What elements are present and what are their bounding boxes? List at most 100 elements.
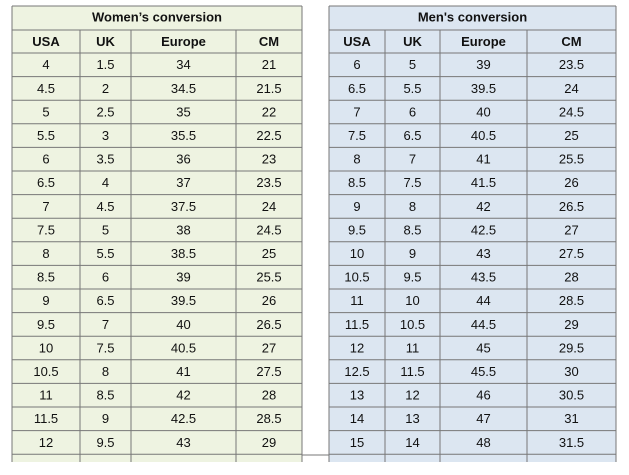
cell: 6 xyxy=(409,104,416,119)
cell: 22.5 xyxy=(256,128,281,143)
cell: 9 xyxy=(42,293,49,308)
cell: 45 xyxy=(476,340,490,355)
cell: 39.5 xyxy=(171,293,196,308)
cell: 6 xyxy=(102,270,109,285)
cell: 27 xyxy=(262,340,276,355)
cell: 29 xyxy=(564,317,578,332)
cell: 1.5 xyxy=(96,57,114,72)
cell: 42 xyxy=(476,199,490,214)
cell: 26 xyxy=(262,293,276,308)
cell: 23 xyxy=(262,152,276,167)
cell: 46 xyxy=(476,388,490,403)
cell: 3 xyxy=(102,128,109,143)
cell: 44.5 xyxy=(471,317,496,332)
cell: 25 xyxy=(262,246,276,261)
cell: 34 xyxy=(176,57,190,72)
cell: 7 xyxy=(102,317,109,332)
cell: 8 xyxy=(409,199,416,214)
cell: 11.5 xyxy=(345,317,369,332)
cell: 29.5 xyxy=(559,340,584,355)
cell: 40 xyxy=(176,317,190,332)
cell: 10.5 xyxy=(344,270,369,285)
cell: 15 xyxy=(350,435,364,450)
cell: 34.5 xyxy=(171,81,196,96)
cell: 12 xyxy=(350,340,364,355)
cell: 30 xyxy=(564,364,578,379)
cell: 24.5 xyxy=(559,104,584,119)
cell: 5.5 xyxy=(96,246,114,261)
cell: 11.5 xyxy=(34,411,58,426)
cell: 9 xyxy=(102,411,109,426)
cell: 5.5 xyxy=(37,128,55,143)
cell: 13 xyxy=(405,411,419,426)
cell: 42.5 xyxy=(471,222,496,237)
cell: 28 xyxy=(564,270,578,285)
cell: 44 xyxy=(476,293,490,308)
cell: 10.5 xyxy=(33,364,58,379)
cell: 6 xyxy=(42,152,49,167)
cell: 35 xyxy=(176,104,190,119)
cell: 29 xyxy=(262,435,276,450)
cell: 37 xyxy=(176,175,190,190)
cell: 7 xyxy=(353,104,360,119)
cell: 23.5 xyxy=(559,57,584,72)
column-header: CM xyxy=(561,34,581,49)
cell: 26.5 xyxy=(559,199,584,214)
cell: 5.5 xyxy=(403,81,421,96)
cell: 22 xyxy=(262,104,276,119)
cell: 40.5 xyxy=(171,340,196,355)
cell: 9 xyxy=(353,199,360,214)
cell: 28.5 xyxy=(256,411,281,426)
cell: 24 xyxy=(564,81,578,96)
cell: 13 xyxy=(350,388,364,403)
cell: 27.5 xyxy=(256,364,281,379)
cell: 27 xyxy=(564,222,578,237)
cell: 41.5 xyxy=(471,175,496,190)
cell: 8.5 xyxy=(96,388,114,403)
cell: 10.5 xyxy=(400,317,425,332)
cell: 14 xyxy=(405,435,419,450)
cell: 8 xyxy=(353,152,360,167)
cell: 4.5 xyxy=(96,199,114,214)
cell: 3.5 xyxy=(96,152,114,167)
cell: 4 xyxy=(42,57,49,72)
cell: 4 xyxy=(102,175,109,190)
cell: 8.5 xyxy=(37,270,55,285)
cell: 11 xyxy=(406,340,420,355)
cell: 11.5 xyxy=(400,364,424,379)
cell: 11 xyxy=(350,293,364,308)
cell: 47 xyxy=(476,411,490,426)
cell: 41 xyxy=(476,152,490,167)
cell: 4.5 xyxy=(37,81,55,96)
table-title: Men's conversion xyxy=(418,9,527,24)
column-header: UK xyxy=(96,34,115,49)
cell: 38 xyxy=(176,222,190,237)
cell: 6.5 xyxy=(348,81,366,96)
cell: 40 xyxy=(476,104,490,119)
cell: 41 xyxy=(176,364,190,379)
cell: 10 xyxy=(350,246,364,261)
cell: 9 xyxy=(409,246,416,261)
cell: 43 xyxy=(176,435,190,450)
cell: 5 xyxy=(42,104,49,119)
cell: 8 xyxy=(42,246,49,261)
column-header: CM xyxy=(259,34,279,49)
cell: 7.5 xyxy=(37,222,55,237)
cell: 25 xyxy=(564,128,578,143)
cell: 24.5 xyxy=(256,222,281,237)
cell: 5 xyxy=(409,57,416,72)
cell: 8.5 xyxy=(348,175,366,190)
column-header: USA xyxy=(343,34,371,49)
cell: 23.5 xyxy=(256,175,281,190)
cell: 12 xyxy=(39,435,53,450)
cell: 26 xyxy=(564,175,578,190)
cell: 6.5 xyxy=(37,175,55,190)
cell: 6.5 xyxy=(403,128,421,143)
cell: 7.5 xyxy=(348,128,366,143)
cell: 28 xyxy=(262,388,276,403)
cell: 9.5 xyxy=(403,270,421,285)
cell: 5 xyxy=(102,222,109,237)
cell: 7.5 xyxy=(403,175,421,190)
